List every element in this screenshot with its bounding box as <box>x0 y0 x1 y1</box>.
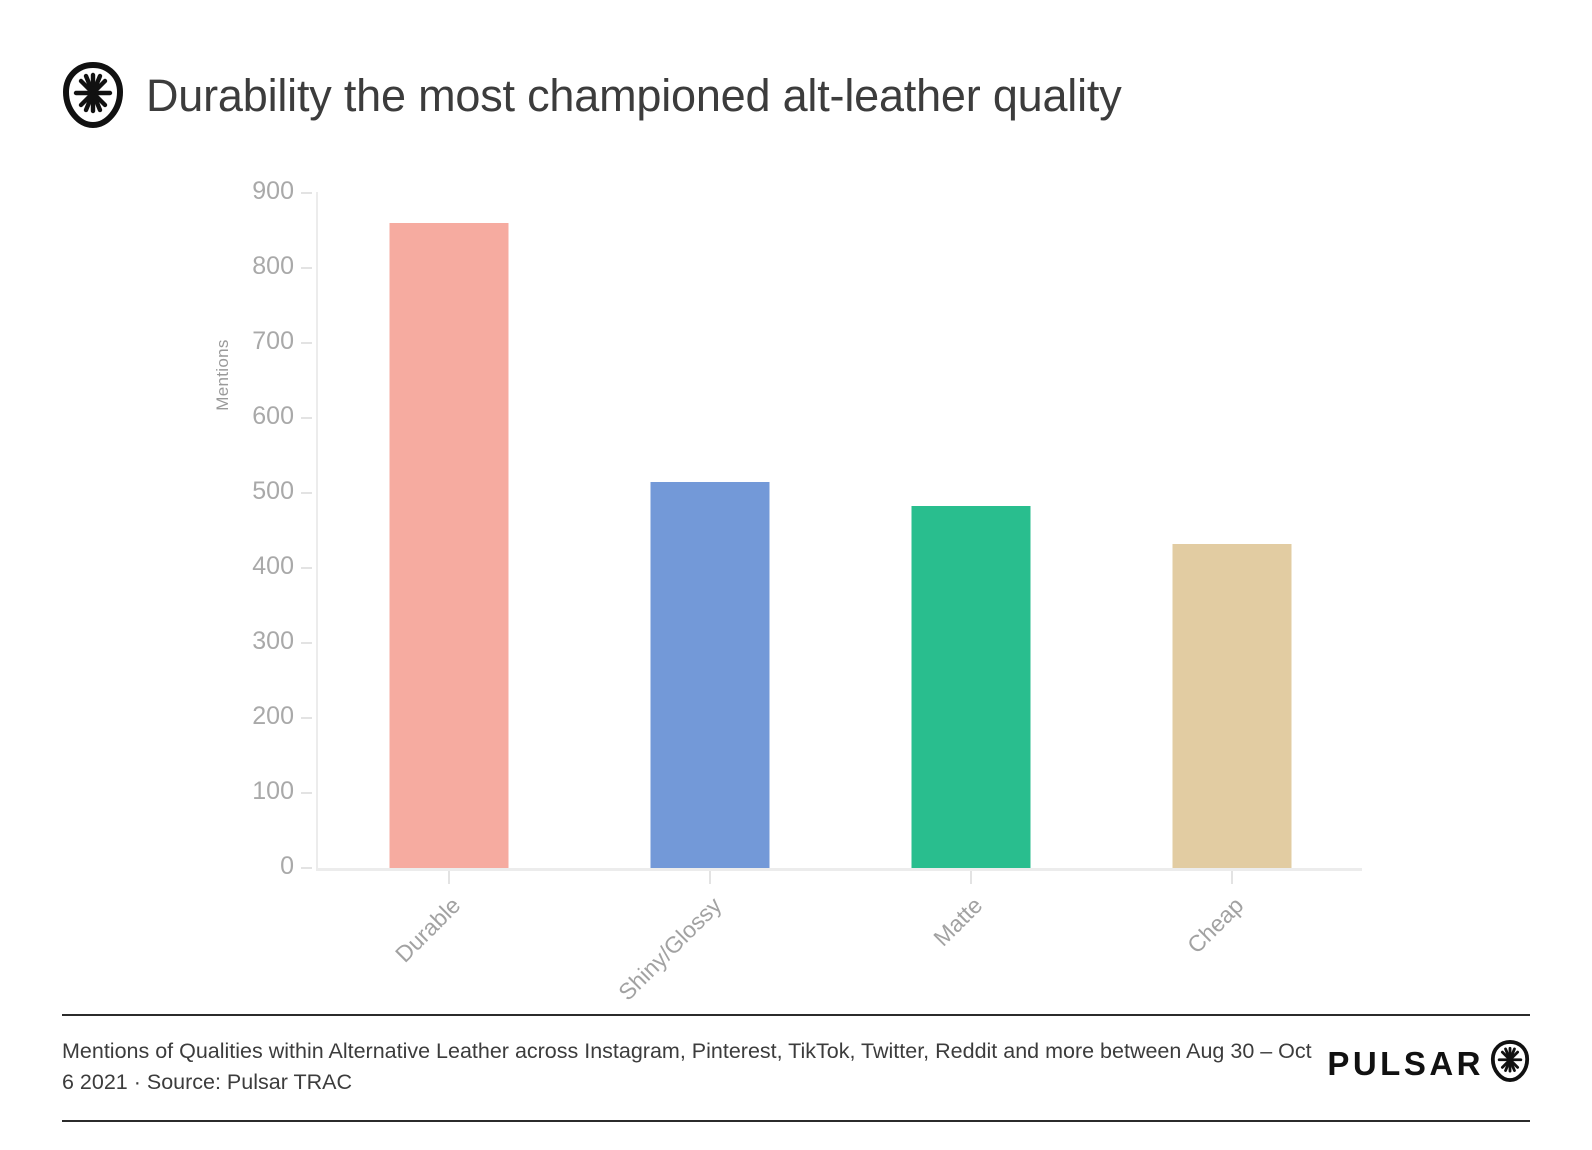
y-axis-tick-mark <box>301 417 312 419</box>
x-axis-tick-mark <box>708 871 711 884</box>
footer-divider-top <box>62 1014 1530 1016</box>
y-axis-tick-mark <box>301 567 312 569</box>
y-axis-tick-mark <box>301 642 312 644</box>
y-axis-tick-mark <box>301 867 312 869</box>
pulsar-logo: PULSAR <box>1327 1039 1530 1087</box>
chart-footer: Mentions of Qualities within Alternative… <box>62 1036 1332 1097</box>
y-axis-tick-label: 800 <box>252 252 294 280</box>
y-axis-tick-mark <box>301 342 312 344</box>
bar[interactable] <box>650 481 769 868</box>
x-axis-line <box>316 868 1362 871</box>
footer-caption: Mentions of Qualities within Alternative… <box>62 1039 1312 1094</box>
y-axis-tick-label: 100 <box>252 777 294 805</box>
y-axis-tick-label: 0 <box>280 852 294 880</box>
pulsar-asterisk-shield-icon <box>62 62 124 128</box>
x-axis-tick-label-text: Matte <box>927 892 987 952</box>
y-axis-tick-label: 600 <box>252 402 294 430</box>
footer-divider-bottom <box>62 1120 1530 1122</box>
y-axis-tick-mark <box>301 792 312 794</box>
y-axis-tick-label: 500 <box>252 477 294 505</box>
x-axis-tick-label-text: Cheap <box>1181 892 1248 959</box>
y-axis-tick-label: 700 <box>252 327 294 355</box>
y-axis-tick-mark <box>301 192 312 194</box>
y-axis-line <box>316 192 318 870</box>
bar[interactable] <box>911 505 1030 868</box>
pulsar-wordmark: PULSAR <box>1327 1045 1484 1082</box>
bar[interactable] <box>389 223 508 868</box>
bar-group: Durable <box>318 0 579 1010</box>
y-axis-tick-label: 200 <box>252 702 294 730</box>
pulsar-asterisk-shield-icon <box>1490 1039 1530 1087</box>
y-axis: 900 800 700 600 500 400 300 200 100 0 <box>160 0 316 1010</box>
y-axis-tick-mark <box>301 492 312 494</box>
x-axis-tick-mark <box>447 871 450 884</box>
chart-header: Durability the most championed alt-leath… <box>62 62 1122 128</box>
bars-container: Durable Shiny/Glossy Matte Cheap <box>318 0 1362 1010</box>
x-axis-tick-mark <box>969 871 972 884</box>
x-axis-tick-label-text: Durable <box>389 892 465 968</box>
y-axis-tick-mark <box>301 267 312 269</box>
x-axis-tick-mark <box>1230 871 1233 884</box>
y-axis-tick-label: 400 <box>252 552 294 580</box>
y-axis-tick-label: 900 <box>252 177 294 205</box>
bar[interactable] <box>1172 544 1291 868</box>
bar-group: Cheap <box>1101 0 1362 1010</box>
page-title: Durability the most championed alt-leath… <box>146 69 1122 121</box>
x-axis-tick-label-text: Shiny/Glossy <box>612 892 726 1006</box>
bar-chart: Mentions 900 800 700 600 500 400 300 200 100 0 Du… <box>160 0 1362 1010</box>
y-axis-tick-label: 300 <box>252 627 294 655</box>
bar-group: Matte <box>840 0 1101 1010</box>
bar-group: Shiny/Glossy <box>579 0 840 1010</box>
y-axis-tick-mark <box>301 717 312 719</box>
